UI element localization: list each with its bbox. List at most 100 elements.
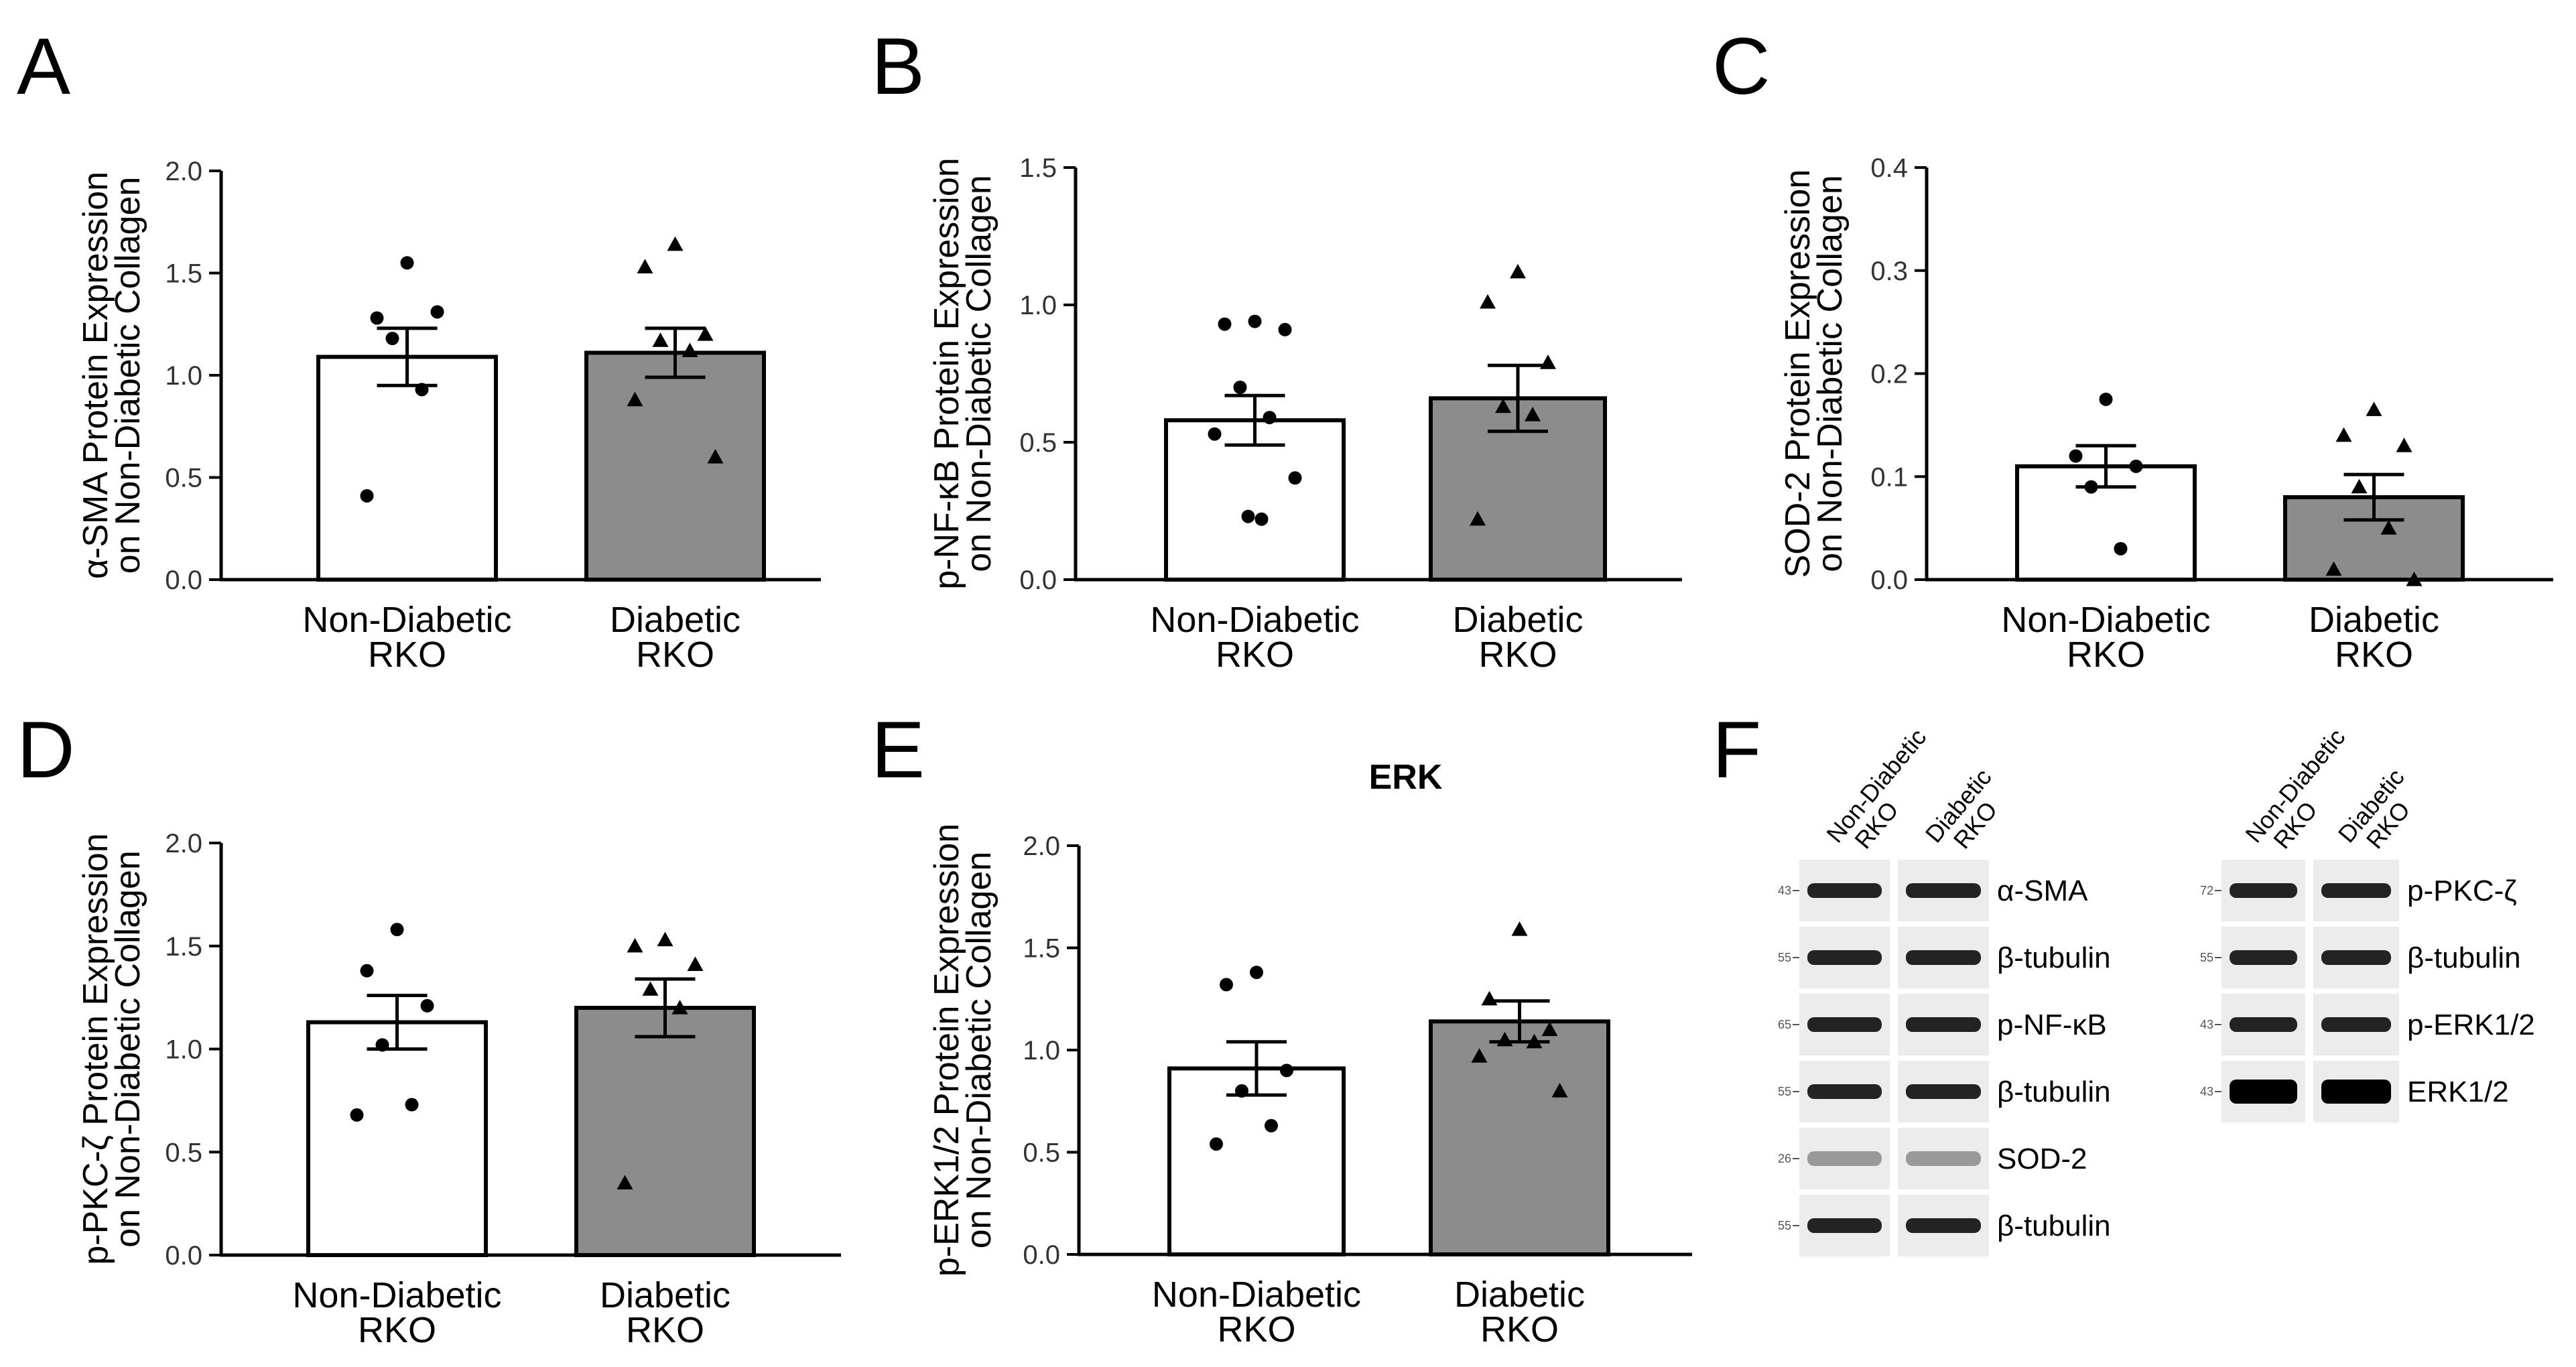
mw-marker: 43 bbox=[2200, 1018, 2213, 1031]
blot-band bbox=[2321, 883, 2391, 898]
x-category-label-line2: RKO bbox=[2335, 635, 2413, 675]
data-point bbox=[2084, 480, 2098, 494]
data-point bbox=[627, 391, 643, 407]
mw-marker: 72 bbox=[2200, 884, 2213, 897]
y-tick-label: 2.0 bbox=[165, 157, 202, 186]
data-point bbox=[617, 1175, 633, 1189]
x-category-label-line2: RKO bbox=[1478, 635, 1557, 675]
blot-strip bbox=[1799, 1128, 1890, 1189]
blot-band bbox=[2321, 1017, 2391, 1032]
data-point bbox=[2366, 401, 2382, 416]
data-point bbox=[2380, 520, 2397, 535]
y-tick-label: 0.0 bbox=[165, 1241, 202, 1271]
mw-marker: 55 bbox=[2200, 951, 2213, 964]
data-point bbox=[652, 332, 669, 347]
data-point bbox=[2069, 449, 2083, 463]
panel-letter: B bbox=[871, 21, 925, 111]
panel-f: F Non-DiabeticRKO DiabeticRKO 43 α-SMA 55 β-tu… bbox=[1712, 705, 2535, 1256]
panel-letter: F bbox=[1712, 705, 1761, 795]
x-category-label-line2: RKO bbox=[368, 635, 446, 675]
y-axis-title-line1: p-NF-κB Protein Expression bbox=[927, 157, 966, 589]
blot-band bbox=[1807, 1218, 1882, 1233]
y-tick-label: 2.0 bbox=[1023, 832, 1060, 861]
blot-band bbox=[1807, 1084, 1882, 1099]
data-point bbox=[1233, 381, 1247, 394]
x-category-label-line1: Non-Diabetic bbox=[2001, 600, 2210, 640]
y-axis-title-line1: p-ERK1/2 Protein Expression bbox=[927, 824, 966, 1277]
blot-band bbox=[2321, 1080, 2391, 1104]
y-tick-label: 0.2 bbox=[1870, 360, 1908, 389]
data-point bbox=[1551, 1083, 1568, 1098]
y-tick-label: 1.5 bbox=[165, 259, 202, 289]
blot-row-label: α-SMA bbox=[1997, 874, 2088, 907]
blot-group-left: Non-DiabeticRKO DiabeticRKO 43 α-SMA 55 β-tub… bbox=[1778, 723, 2111, 1256]
x-category-label-line1: Diabetic bbox=[2309, 600, 2439, 640]
data-point bbox=[2099, 392, 2113, 406]
lane-header: Non-DiabeticRKO bbox=[1821, 723, 1951, 864]
panel-letter: D bbox=[17, 705, 75, 795]
x-category-label-line1: Diabetic bbox=[600, 1275, 730, 1315]
data-point bbox=[1495, 398, 1511, 413]
data-point bbox=[1220, 978, 1233, 992]
y-axis-title-line2: on Non-Diabetic Collagen bbox=[960, 852, 999, 1249]
data-point bbox=[1496, 1031, 1513, 1047]
data-point bbox=[2325, 561, 2342, 576]
lane-header: DiabeticRKO bbox=[2333, 763, 2429, 864]
data-point bbox=[682, 342, 698, 357]
y-tick-label: 1.0 bbox=[1019, 291, 1057, 320]
data-point bbox=[1218, 317, 1232, 331]
blot-band bbox=[1906, 1151, 1981, 1166]
bar-diabetic bbox=[584, 350, 766, 582]
data-point bbox=[657, 931, 673, 947]
mw-marker: 43 bbox=[1778, 884, 1791, 897]
data-point bbox=[375, 1038, 389, 1052]
data-point bbox=[2335, 427, 2352, 442]
y-axis-title-line1: α-SMA Protein Expression bbox=[76, 172, 115, 579]
panel-letter: E bbox=[871, 705, 925, 795]
blot-row-label: p-PKC-ζ bbox=[2407, 874, 2517, 907]
mw-marker: 55 bbox=[1778, 1085, 1791, 1098]
mw-marker: 26 bbox=[1778, 1152, 1791, 1165]
blot-row-label: ERK1/2 bbox=[2407, 1076, 2509, 1108]
blot-band bbox=[2230, 950, 2297, 965]
data-point bbox=[1481, 990, 1498, 1006]
data-point bbox=[642, 981, 659, 996]
y-tick-label: 0.1 bbox=[1870, 462, 1908, 492]
blot-row-label: β-tubulin bbox=[2407, 941, 2521, 974]
y-axis-title-line2: on Non-Diabetic Collagen bbox=[960, 175, 999, 572]
bar-diabetic bbox=[1429, 1019, 1610, 1257]
x-category-label-line2: RKO bbox=[358, 1310, 436, 1350]
y-axis-title-line1: p-PKC-ζ Protein Expression bbox=[76, 833, 115, 1264]
data-point bbox=[405, 1098, 419, 1112]
data-point bbox=[2396, 438, 2412, 452]
data-point bbox=[697, 326, 714, 341]
mw-marker: 65 bbox=[1778, 1018, 1791, 1031]
data-point bbox=[360, 964, 374, 978]
data-point bbox=[1280, 1063, 1293, 1078]
data-point bbox=[1510, 263, 1526, 279]
blot-band bbox=[1807, 1151, 1882, 1166]
data-point bbox=[360, 489, 374, 503]
data-point bbox=[667, 236, 684, 251]
x-category-label-line2: RKO bbox=[636, 635, 714, 675]
blot-row-label: β-tubulin bbox=[1997, 1210, 2111, 1242]
data-point bbox=[1241, 509, 1255, 523]
y-tick-label: 1.5 bbox=[1023, 934, 1060, 964]
y-tick-label: 0.5 bbox=[1023, 1138, 1060, 1168]
blot-strip bbox=[1898, 1128, 1989, 1189]
x-category-label-line1: Diabetic bbox=[1452, 600, 1583, 640]
x-category-label-line1: Non-Diabetic bbox=[302, 600, 511, 640]
x-category-label-line2: RKO bbox=[2067, 635, 2145, 675]
data-point bbox=[350, 1108, 364, 1122]
y-tick-label: 0.0 bbox=[165, 566, 202, 595]
data-point bbox=[1250, 966, 1263, 980]
data-point bbox=[627, 937, 643, 953]
y-axis-title-line2: on Non-Diabetic Collagen bbox=[109, 850, 147, 1248]
data-point bbox=[1480, 294, 1496, 309]
data-point bbox=[671, 1000, 688, 1015]
data-point bbox=[707, 449, 724, 464]
y-axis-title-line2: on Non-Diabetic Collagen bbox=[109, 177, 147, 574]
y-tick-label: 0.5 bbox=[1019, 428, 1057, 458]
blot-band bbox=[1906, 883, 1981, 898]
blot-band bbox=[2230, 1017, 2297, 1032]
